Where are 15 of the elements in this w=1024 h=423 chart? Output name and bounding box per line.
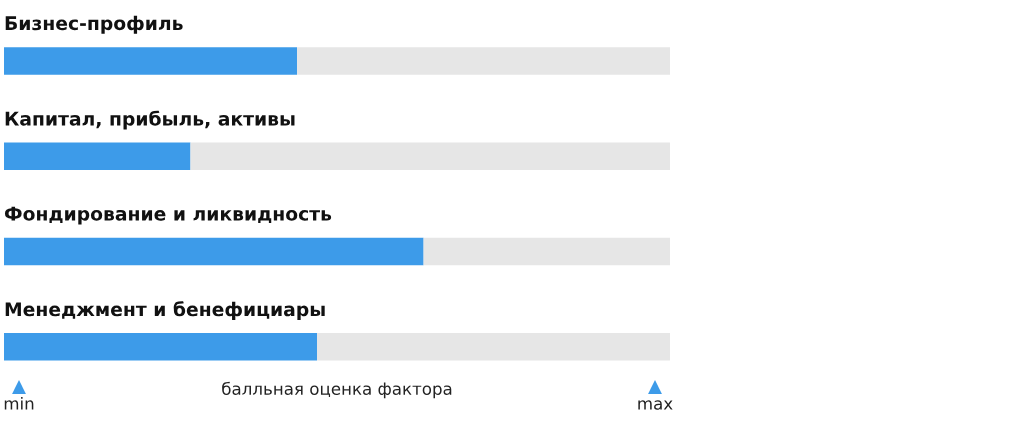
y-tick-label: Менеджмент и бенефициары <box>5 301 325 320</box>
x-axis-title: балльная оценка фактора <box>222 381 452 399</box>
text: min <box>4 396 34 410</box>
bar <box>190 142 670 171</box>
bar <box>4 332 318 361</box>
y-tick-label: Капитал, прибыль, активы <box>5 110 295 130</box>
text: max <box>638 400 673 410</box>
bar <box>4 142 191 171</box>
bar <box>317 332 670 361</box>
bar <box>423 237 670 266</box>
bar <box>4 47 298 75</box>
bar <box>4 237 424 266</box>
bar <box>297 47 670 75</box>
y-tick-label: Бизнес-профиль <box>5 15 183 34</box>
y-tick-label: Фондирование и ликвидность <box>4 206 332 225</box>
